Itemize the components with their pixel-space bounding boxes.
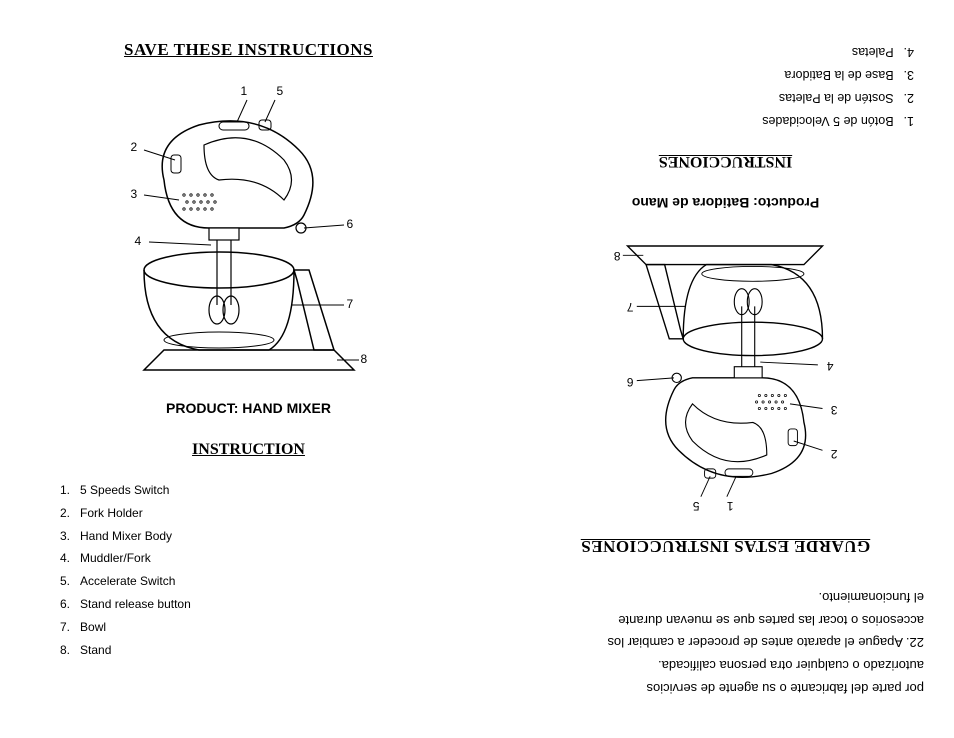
list-item: 6.Stand release button xyxy=(60,593,447,616)
mixer-diagram-right: 1 5 2 3 4 6 7 8 xyxy=(596,236,856,516)
list-item: 4.Paletas xyxy=(527,40,914,63)
list-item: 1.Botón de 5 Velocidades xyxy=(527,109,914,132)
callout-5: 5 xyxy=(277,84,284,98)
callout-8-r: 8 xyxy=(614,249,621,263)
list-item: 2.Sostén de la Paletas xyxy=(527,86,914,109)
list-item: 7.Bowl xyxy=(60,616,447,639)
callout-8: 8 xyxy=(361,352,368,366)
english-column: SAVE THESE INSTRUCTIONS xyxy=(0,0,477,738)
parts-list-right: 1.Botón de 5 Velocidades 2.Sostén de la … xyxy=(527,40,924,133)
product-label-right: Producto: Batidora de Mano xyxy=(527,195,924,211)
product-label-left: PRODUCT: HAND MIXER xyxy=(50,400,447,416)
list-item: 8.Stand xyxy=(60,639,447,662)
page: SAVE THESE INSTRUCTIONS xyxy=(0,0,954,738)
right-diagram-container: 1 5 2 3 4 6 7 8 xyxy=(527,236,924,516)
callout-7-r: 7 xyxy=(627,300,634,314)
list-item: 4.Muddler/Fork xyxy=(60,547,447,570)
callout-7: 7 xyxy=(347,297,354,311)
callout-2-r: 2 xyxy=(831,447,838,461)
guarde-heading: GUARDE ESTAS INSTRUCCIONES xyxy=(527,536,924,556)
list-item: 1.5 Speeds Switch xyxy=(60,479,447,502)
save-instructions-heading: SAVE THESE INSTRUCTIONS xyxy=(50,40,447,60)
callout-4: 4 xyxy=(135,234,142,248)
callout-6-r: 6 xyxy=(627,375,634,389)
spanish-body-text: por parte del fabricante o su agente de … xyxy=(527,586,924,698)
callout-4-r: 4 xyxy=(827,359,834,373)
callout-3: 3 xyxy=(131,187,138,201)
instruction-heading-left: INSTRUCTION xyxy=(50,441,447,459)
list-item: 5.Accelerate Switch xyxy=(60,570,447,593)
left-diagram-container: 1 5 2 3 4 6 7 8 xyxy=(50,80,447,380)
parts-list-left: 1.5 Speeds Switch 2.Fork Holder 3.Hand M… xyxy=(50,479,447,661)
callout-1: 1 xyxy=(241,84,248,98)
mixer-diagram-left: 1 5 2 3 4 6 7 8 xyxy=(109,80,389,380)
callout-6: 6 xyxy=(347,217,354,231)
callout-2: 2 xyxy=(131,140,138,154)
list-item: 2.Fork Holder xyxy=(60,502,447,525)
list-item: 3.Base de la Batidora xyxy=(527,63,914,86)
list-item: 3.Hand Mixer Body xyxy=(60,525,447,548)
callout-5-r: 5 xyxy=(693,499,700,513)
instruction-heading-right: INSTRUCCIONES xyxy=(527,152,924,170)
spanish-column: por parte del fabricante o su agente de … xyxy=(477,0,954,738)
callout-3-r: 3 xyxy=(831,403,838,417)
callout-1-r: 1 xyxy=(727,499,734,513)
mixer-svg-right xyxy=(596,236,856,516)
